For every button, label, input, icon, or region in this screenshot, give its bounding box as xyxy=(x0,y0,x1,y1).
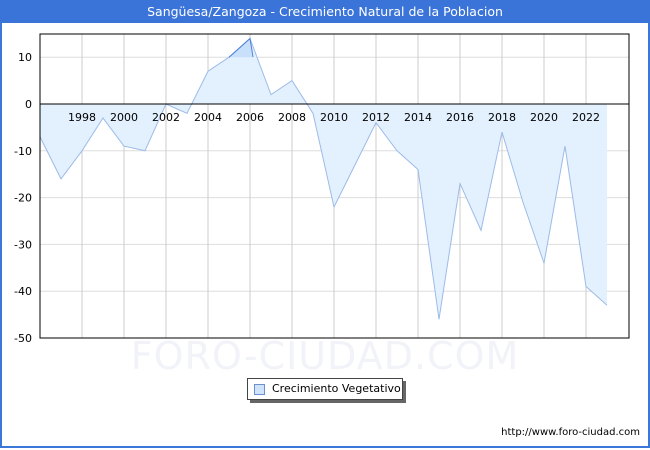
x-axis-ticks: 1998 2000 2002 2004 2006 2008 2010 2012 2014 2016… xyxy=(68,111,600,124)
x-tick-label: 2018 xyxy=(488,111,516,124)
chart-title: Sangüesa/Zangoza - Crecimiento Natural d… xyxy=(0,0,650,23)
x-tick-label: 1998 xyxy=(68,111,96,124)
x-tick-label: 2000 xyxy=(110,111,138,124)
x-tick-label: 2022 xyxy=(572,111,600,124)
watermark: FORO-CIUDAD.COM xyxy=(130,334,520,378)
x-tick-label: 2006 xyxy=(236,111,264,124)
y-tick-label: 0 xyxy=(25,98,32,111)
x-tick-label: 2014 xyxy=(404,111,432,124)
y-tick-label: -50 xyxy=(14,332,32,345)
y-tick-label: -30 xyxy=(14,238,32,251)
x-tick-label: 2010 xyxy=(320,111,348,124)
y-tick-label: -20 xyxy=(14,192,32,205)
data-area xyxy=(39,37,608,320)
x-tick-label: 2020 xyxy=(530,111,558,124)
y-tick-label: -10 xyxy=(14,145,32,158)
legend-swatch-icon xyxy=(254,384,265,395)
x-tick-label: 2012 xyxy=(362,111,390,124)
footer-url[interactable]: http://www.foro-ciudad.com xyxy=(501,427,640,438)
axes xyxy=(39,33,630,339)
legend: Crecimiento Vegetativo xyxy=(247,378,403,400)
legend-label: Crecimiento Vegetativo xyxy=(272,382,401,395)
x-tick-label: 2008 xyxy=(278,111,306,124)
x-tick-label: 2004 xyxy=(194,111,222,124)
x-tick-label: 2002 xyxy=(152,111,180,124)
x-tick-label: 2016 xyxy=(446,111,474,124)
y-axis-ticks: 10 0 -10 -20 -30 -40 -50 xyxy=(14,51,32,345)
y-tick-label: 10 xyxy=(18,51,32,64)
y-tick-label: -40 xyxy=(14,285,32,298)
